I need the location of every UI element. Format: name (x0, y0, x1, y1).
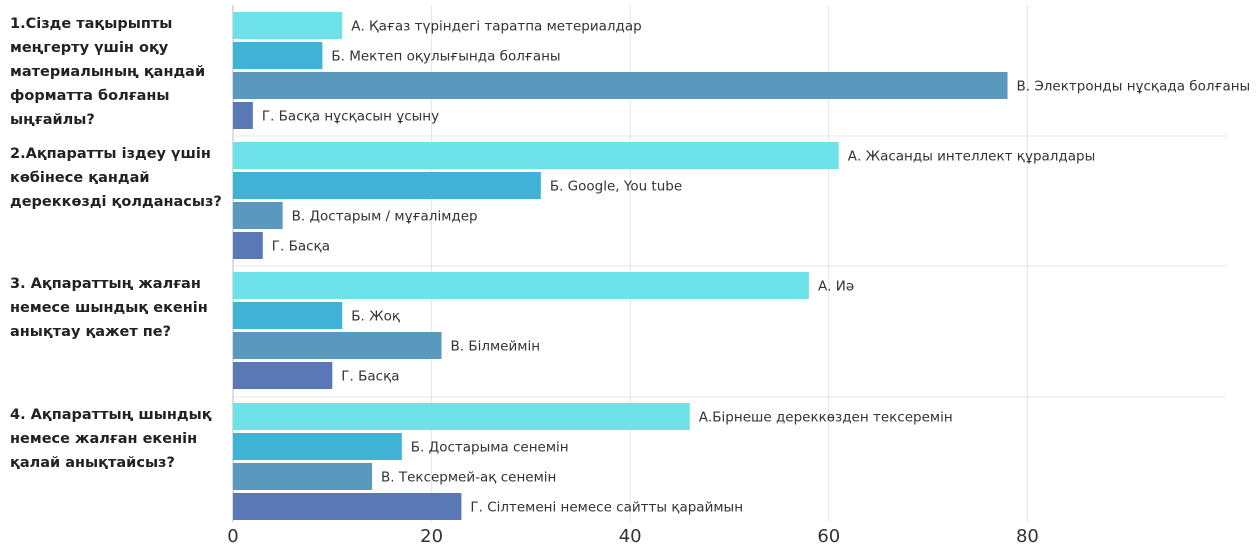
bar-label: А. Иә (818, 279, 854, 295)
bar (233, 332, 442, 359)
bar (233, 403, 690, 430)
bar (233, 102, 253, 129)
question: 3. Ақпараттың жалған немесе шындық екені… (10, 276, 208, 340)
bar-label: А. Қағаз түріндегі таратпа метериалдар (351, 19, 641, 35)
bar-label: В. Электронды нұсқада болғаны (1017, 79, 1251, 95)
bar-label: Б. Достарыма сенемін (411, 440, 569, 456)
bar-label: В. Білмеймін (451, 339, 541, 355)
bar (233, 433, 402, 460)
bar (233, 493, 462, 520)
bar-label: В. Тексермей-ақ сенемін (381, 470, 556, 486)
bar (233, 42, 323, 69)
bar-label: Г. Басқа (341, 369, 399, 385)
question: 2.Ақпаратты іздеу үшін көбінесе қандай д… (10, 146, 222, 210)
bar (233, 172, 541, 199)
bar-label: В. Достарым / мұғалімдер (292, 209, 478, 225)
bar-label: А. Жасанды интеллект құралдары (848, 149, 1096, 165)
bar (233, 232, 263, 259)
bar-label: Г. Сілтемені немесе сайтты қараймын (470, 500, 743, 516)
bar (233, 142, 839, 169)
x-tick-label: 80 (1016, 526, 1039, 546)
bar (233, 72, 1008, 99)
bar-label: Б. Жоқ (351, 309, 400, 325)
bar-label: А.Бірнеше дереккөзден тексеремін (699, 410, 953, 426)
bar (233, 272, 809, 299)
x-tick-label: 20 (420, 526, 443, 546)
x-tick-label: 60 (817, 526, 840, 546)
bar-label: Б. Мектеп оқулығында болғаны (331, 49, 560, 65)
bar (233, 202, 283, 229)
bar-label: Г. Басқа нұсқасын ұсыну (262, 109, 439, 125)
question: 4. Ақпараттың шындық немесе жалған екені… (10, 407, 212, 471)
bar-label: Г. Басқа (272, 239, 330, 255)
x-tick-label: 0 (227, 526, 238, 546)
bar (233, 362, 333, 389)
bar (233, 12, 343, 39)
bar (233, 302, 343, 329)
bar (233, 463, 373, 490)
x-tick-label: 40 (619, 526, 642, 546)
question: 1.Сізде тақырыпты меңгерту үшін оқу мате… (10, 16, 206, 128)
bar-label: Б. Google, You tube (550, 179, 682, 195)
